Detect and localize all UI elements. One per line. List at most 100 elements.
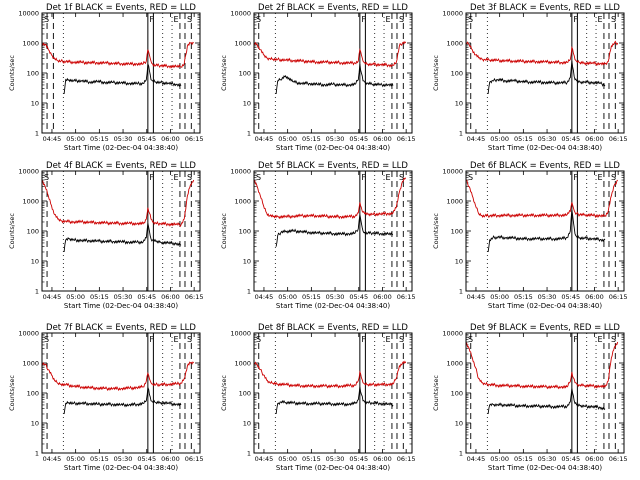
x-tick-label: 06:00: [373, 455, 392, 463]
marker-label-s-end: S: [611, 335, 616, 344]
x-tick-label: 05:15: [302, 293, 321, 301]
marker-label-s-end: S: [399, 15, 404, 24]
x-tick-label: 05:30: [114, 293, 133, 301]
y-tick-label: 100: [451, 70, 463, 78]
events-series-line: [275, 214, 394, 247]
x-tick-label: 04:45: [43, 455, 62, 463]
x-tick-label: 06:15: [185, 293, 204, 301]
panel-5: Det 5f BLACK = Events, RED = LLD 1 10 100 10…: [220, 161, 416, 310]
y-tick-label: 10000: [442, 10, 463, 18]
y-tick-label: 1: [35, 130, 39, 138]
panel-title: Det 6f BLACK = Events, RED = LLD: [470, 161, 620, 171]
y-tick-label: 10000: [442, 168, 463, 176]
marker-label-e: E: [598, 15, 603, 24]
plot-frame: [41, 332, 201, 454]
marker-label-s-end: S: [187, 15, 192, 24]
x-tick-label: 05:00: [66, 135, 85, 143]
x-tick-label: 05:45: [137, 293, 156, 301]
x-tick-label: 06:00: [161, 455, 180, 463]
panel-1: Det 1f BLACK = Events, RED = LLD 1 10 100 10…: [8, 3, 204, 152]
y-tick-label: 1: [35, 450, 39, 458]
marker-label-e: E: [386, 15, 391, 24]
marker-label-s-end: S: [187, 335, 192, 344]
x-axis-label: Start Time (02-Dec-04 04:38:40): [488, 464, 602, 472]
x-tick-label: 06:00: [373, 293, 392, 301]
y-tick-label: 1: [459, 450, 463, 458]
x-tick-label: 05:30: [114, 135, 133, 143]
panel-4: Det 4f BLACK = Events, RED = LLD 1 10 100 10…: [8, 161, 204, 310]
x-axis-label: Start Time (02-Dec-04 04:38:40): [276, 302, 390, 310]
marker-label-s: S: [256, 335, 261, 344]
x-tick-label: 05:00: [66, 293, 85, 301]
panel-title: Det 4f BLACK = Events, RED = LLD: [46, 161, 196, 171]
x-tick-label: 05:45: [137, 135, 156, 143]
y-tick-label: 10000: [18, 330, 39, 338]
marker-label-f: F: [361, 173, 366, 182]
events-series-line: [487, 388, 606, 415]
marker-label-f: F: [149, 335, 154, 344]
y-tick-label: 10: [243, 420, 251, 428]
x-axis-label: Start Time (02-Dec-04 04:38:40): [276, 144, 390, 152]
events-series-line: [275, 386, 394, 415]
x-tick-label: 05:45: [561, 293, 580, 301]
lld-series-line: [254, 360, 407, 389]
x-tick-label: 06:15: [609, 293, 628, 301]
x-tick-label: 05:15: [90, 455, 109, 463]
lld-series-line: [42, 179, 195, 228]
plot-frame: [465, 170, 625, 292]
x-tick-label: 04:45: [255, 293, 274, 301]
lld-series-line: [254, 40, 407, 68]
marker-label-s: S: [256, 15, 261, 24]
marker-label-e: E: [386, 335, 391, 344]
x-tick-label: 06:00: [373, 135, 392, 143]
marker-label-s: S: [468, 335, 473, 344]
y-tick-label: 10: [31, 258, 39, 266]
x-axis-label: Start Time (02-Dec-04 04:38:40): [64, 302, 178, 310]
x-tick-label: 04:45: [43, 135, 62, 143]
x-tick-label: 06:00: [585, 293, 604, 301]
plot-frame: [465, 332, 625, 454]
y-tick-label: 1000: [446, 40, 463, 48]
y-tick-label: 100: [27, 70, 39, 78]
y-tick-label: 1: [247, 450, 251, 458]
marker-label-f: F: [573, 335, 578, 344]
marker-label-s-end: S: [399, 173, 404, 182]
plot-frame: [253, 332, 413, 454]
marker-label-s: S: [468, 173, 473, 182]
y-tick-label: 100: [239, 228, 251, 236]
x-tick-label: 05:15: [302, 135, 321, 143]
x-tick-label: 04:45: [467, 455, 486, 463]
y-axis-label: Counts/sec: [220, 375, 228, 411]
x-tick-label: 05:15: [514, 135, 533, 143]
x-axis-label: Start Time (02-Dec-04 04:38:40): [488, 144, 602, 152]
x-tick-label: 04:45: [467, 293, 486, 301]
x-tick-label: 05:15: [514, 455, 533, 463]
x-axis-label: Start Time (02-Dec-04 04:38:40): [276, 464, 390, 472]
y-tick-label: 1: [247, 288, 251, 296]
marker-label-s-end: S: [611, 15, 616, 24]
panel-title: Det 9f BLACK = Events, RED = LLD: [470, 323, 620, 333]
panel-title: Det 8f BLACK = Events, RED = LLD: [258, 323, 408, 333]
lld-series-line: [42, 361, 195, 392]
marker-label-f: F: [149, 173, 154, 182]
y-tick-label: 100: [451, 390, 463, 398]
x-tick-label: 05:00: [490, 135, 509, 143]
marker-label-s-end: S: [611, 173, 616, 182]
marker-label-e: E: [598, 173, 603, 182]
panel-title: Det 5f BLACK = Events, RED = LLD: [258, 161, 408, 171]
events-series-line: [275, 63, 394, 95]
marker-label-e: E: [174, 173, 179, 182]
y-axis-label: Counts/sec: [8, 55, 16, 91]
y-tick-label: 10: [455, 420, 463, 428]
y-tick-label: 100: [451, 228, 463, 236]
y-tick-label: 100: [27, 390, 39, 398]
x-tick-label: 04:45: [255, 455, 274, 463]
y-tick-label: 10000: [230, 168, 251, 176]
y-axis-label: Counts/sec: [432, 375, 440, 411]
panel-2: Det 2f BLACK = Events, RED = LLD 1 10 100 10…: [220, 3, 416, 152]
x-tick-label: 05:45: [349, 455, 368, 463]
marker-label-f: F: [361, 15, 366, 24]
x-tick-label: 05:45: [349, 135, 368, 143]
y-tick-label: 1000: [234, 360, 251, 368]
x-tick-label: 05:15: [302, 455, 321, 463]
